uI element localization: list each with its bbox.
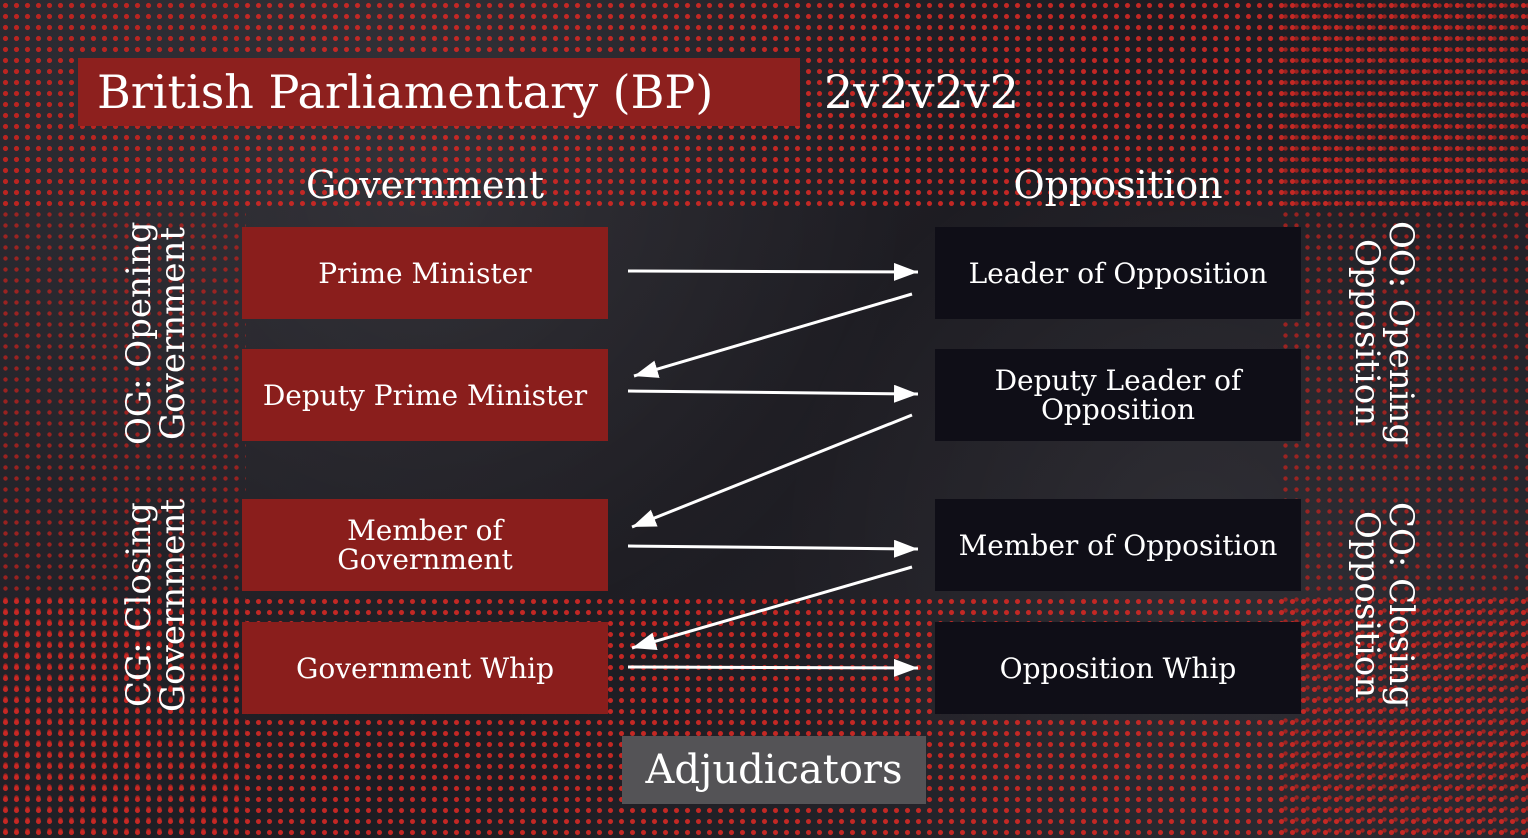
prime-minister-box: Prime Minister: [242, 227, 608, 319]
deputy-leader-of-opposition-box: Deputy Leader of Opposition: [935, 349, 1301, 441]
opening-government-label: OG: Opening Government: [119, 221, 193, 445]
government-whip-box: Government Whip: [242, 622, 608, 714]
arrow-pm-to-lo: [627, 262, 919, 281]
page-title: British Parliamentary (BP): [97, 65, 714, 119]
opposition-heading: Opposition: [1013, 163, 1223, 207]
adjudicators-box: Adjudicators: [622, 736, 926, 804]
arrow-lo-to-dpm: [633, 292, 913, 378]
opening-opposition-label: OO: Opening Opposition: [1347, 220, 1421, 446]
leader-of-opposition-box: Leader of Opposition: [935, 227, 1301, 319]
member-of-opposition-box: Member of Opposition: [935, 499, 1301, 591]
deputy-prime-minister-box: Deputy Prime Minister: [242, 349, 608, 441]
arrow-gw-to-ow: [627, 658, 919, 677]
member-of-government-box: Member of Government: [242, 499, 608, 591]
opposition-whip-box: Opposition Whip: [935, 622, 1301, 714]
closing-government-label: CG: Closing Government: [119, 498, 193, 712]
format-label: 2v2v2v2: [824, 65, 1020, 119]
title-background: [78, 58, 800, 126]
closing-opposition-label: CO: Closing Opposition: [1347, 502, 1421, 708]
arrow-mg-to-mo: [627, 539, 919, 558]
government-heading: Government: [305, 163, 545, 207]
arrow-dlo-to-mg: [631, 413, 913, 529]
arrow-mo-to-gw: [631, 565, 913, 650]
arrow-dpm-to-dlo: [627, 384, 919, 403]
